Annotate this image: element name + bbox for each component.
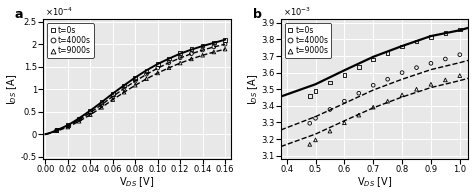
Point bbox=[306, 143, 313, 146]
Point bbox=[120, 84, 128, 87]
Point bbox=[442, 31, 449, 34]
Point bbox=[341, 121, 348, 124]
Y-axis label: I$_{DS}$ [A]: I$_{DS}$ [A] bbox=[6, 74, 19, 105]
Point bbox=[413, 88, 420, 91]
Point bbox=[312, 138, 319, 141]
Y-axis label: I$_{DS}$ [A]: I$_{DS}$ [A] bbox=[246, 74, 260, 105]
Point bbox=[165, 61, 173, 64]
Point bbox=[326, 129, 334, 133]
Point bbox=[98, 101, 105, 104]
Point bbox=[355, 92, 363, 95]
Point bbox=[210, 45, 218, 49]
Point bbox=[154, 71, 162, 74]
Text: a: a bbox=[15, 8, 24, 21]
Point bbox=[210, 41, 218, 44]
Point bbox=[87, 113, 94, 116]
Point bbox=[355, 65, 363, 68]
Point bbox=[64, 124, 72, 127]
Point bbox=[413, 40, 420, 43]
Point bbox=[176, 56, 184, 59]
Point bbox=[326, 81, 334, 84]
Point bbox=[109, 98, 117, 101]
Point bbox=[188, 57, 195, 60]
Point bbox=[131, 84, 139, 87]
Text: ×10$^{-3}$: ×10$^{-3}$ bbox=[283, 6, 311, 18]
Point bbox=[326, 108, 334, 111]
Point bbox=[143, 77, 150, 80]
Legend: t=0s, t=4000s, t=9000s: t=0s, t=4000s, t=9000s bbox=[47, 23, 94, 58]
Point bbox=[109, 95, 117, 98]
Point bbox=[221, 38, 229, 41]
Point bbox=[306, 122, 313, 125]
Point bbox=[53, 128, 60, 131]
Point bbox=[64, 125, 72, 128]
Legend: t=0s, t=4000s, t=9000s: t=0s, t=4000s, t=9000s bbox=[285, 23, 331, 58]
X-axis label: V$_{DS}$ [V]: V$_{DS}$ [V] bbox=[119, 176, 155, 190]
Point bbox=[143, 73, 150, 76]
Point bbox=[188, 52, 195, 55]
Point bbox=[120, 91, 128, 94]
Point bbox=[188, 48, 195, 51]
Point bbox=[165, 66, 173, 69]
Point bbox=[369, 58, 377, 61]
Point bbox=[427, 35, 435, 38]
Point bbox=[312, 117, 319, 120]
Point bbox=[456, 53, 464, 56]
Point bbox=[384, 100, 392, 103]
Text: ×10$^{-4}$: ×10$^{-4}$ bbox=[45, 6, 73, 18]
Point bbox=[427, 83, 435, 86]
Point bbox=[442, 58, 449, 61]
Point bbox=[75, 120, 83, 123]
Point bbox=[87, 109, 94, 112]
Point bbox=[398, 93, 406, 97]
Point bbox=[398, 71, 406, 74]
Point bbox=[442, 78, 449, 82]
Point bbox=[384, 51, 392, 55]
Point bbox=[53, 129, 60, 132]
Point bbox=[369, 84, 377, 87]
Point bbox=[199, 44, 206, 47]
Point bbox=[312, 89, 319, 92]
Point bbox=[341, 74, 348, 77]
Point bbox=[413, 66, 420, 69]
Point bbox=[306, 94, 313, 98]
Point bbox=[109, 92, 117, 95]
Point bbox=[456, 28, 464, 31]
Point bbox=[355, 113, 363, 117]
Point bbox=[221, 43, 229, 46]
X-axis label: V$_{DS}$ [V]: V$_{DS}$ [V] bbox=[357, 176, 392, 190]
Point bbox=[176, 61, 184, 65]
Point bbox=[369, 106, 377, 109]
Point bbox=[64, 125, 72, 129]
Point bbox=[53, 129, 60, 132]
Point bbox=[199, 54, 206, 57]
Point bbox=[221, 48, 229, 51]
Point bbox=[98, 106, 105, 109]
Point bbox=[176, 52, 184, 55]
Point bbox=[87, 111, 94, 114]
Point bbox=[120, 87, 128, 90]
Point bbox=[456, 74, 464, 77]
Point bbox=[131, 76, 139, 80]
Point bbox=[165, 57, 173, 60]
Point bbox=[398, 45, 406, 48]
Point bbox=[154, 62, 162, 66]
Point bbox=[98, 103, 105, 106]
Point bbox=[199, 49, 206, 52]
Text: b: b bbox=[253, 8, 262, 21]
Point bbox=[210, 50, 218, 53]
Point bbox=[75, 117, 83, 120]
Point bbox=[143, 69, 150, 72]
Point bbox=[154, 66, 162, 70]
Point bbox=[427, 62, 435, 65]
Point bbox=[341, 100, 348, 103]
Point bbox=[384, 78, 392, 81]
Point bbox=[131, 80, 139, 83]
Point bbox=[75, 118, 83, 121]
